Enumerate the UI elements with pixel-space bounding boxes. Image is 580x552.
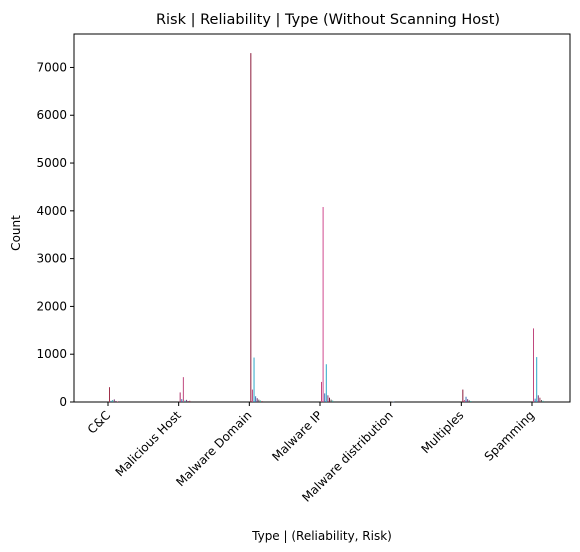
bar — [187, 401, 189, 402]
bar — [113, 399, 115, 402]
bar — [470, 401, 472, 402]
bar — [182, 377, 184, 402]
bar — [393, 401, 395, 403]
bar — [542, 400, 544, 402]
y-tick-label: 3000 — [36, 252, 67, 266]
y-tick-label: 1000 — [36, 347, 67, 361]
chart-title: Risk | Reliability | Type (Without Scann… — [156, 12, 500, 28]
y-tick-label: 5000 — [36, 156, 67, 170]
x-tick-label: Spamming — [482, 408, 538, 464]
bar — [258, 399, 260, 402]
bar — [256, 398, 258, 402]
x-tick-label: Malware Domain — [173, 408, 254, 489]
bar — [327, 395, 329, 402]
bar — [253, 357, 255, 402]
bar — [324, 393, 326, 402]
bar — [537, 395, 539, 402]
bar — [329, 397, 330, 402]
bar — [109, 387, 110, 402]
bar — [255, 396, 257, 402]
bar — [189, 400, 191, 402]
bar — [541, 400, 542, 402]
y-tick-label: 4000 — [36, 204, 67, 218]
y-tick-label: 2000 — [36, 299, 67, 313]
bar — [462, 389, 464, 402]
bar — [110, 400, 112, 402]
bar — [250, 53, 252, 402]
x-tick-label: Multiples — [418, 408, 466, 456]
x-axis-title: Type | (Reliability, Risk) — [251, 529, 392, 543]
bar — [261, 401, 263, 402]
bar — [539, 397, 541, 402]
bar — [112, 400, 114, 402]
y-tick-label: 0 — [59, 395, 67, 409]
bar — [179, 392, 181, 402]
bar — [251, 389, 253, 402]
x-tick-label: Malware IP — [269, 408, 325, 464]
bar — [391, 401, 393, 403]
bar — [259, 400, 261, 402]
bar — [536, 357, 538, 402]
bar — [115, 401, 117, 402]
bar — [181, 399, 183, 402]
bar — [467, 399, 469, 402]
bar — [184, 400, 186, 402]
y-tick-label: 7000 — [36, 60, 67, 74]
bar — [463, 400, 465, 402]
bar — [465, 396, 467, 402]
x-tick-label: Malicious Host — [113, 408, 184, 479]
plot-area: 0 1000 2000 3000 4000 5000 6000 7000 C&C Maliciou… — [36, 33, 571, 505]
plot-frame — [73, 33, 571, 403]
bar — [322, 207, 324, 402]
bar — [117, 401, 118, 402]
bar — [325, 364, 327, 402]
y-tick-label: 6000 — [36, 108, 67, 122]
bar — [533, 328, 534, 402]
bar — [468, 400, 470, 402]
bar — [186, 399, 188, 402]
bar — [330, 399, 332, 402]
bar — [321, 381, 322, 402]
bar — [534, 398, 536, 402]
y-axis-title: Count — [9, 215, 23, 251]
bar — [332, 400, 334, 402]
x-tick-label: C&C — [85, 408, 113, 436]
